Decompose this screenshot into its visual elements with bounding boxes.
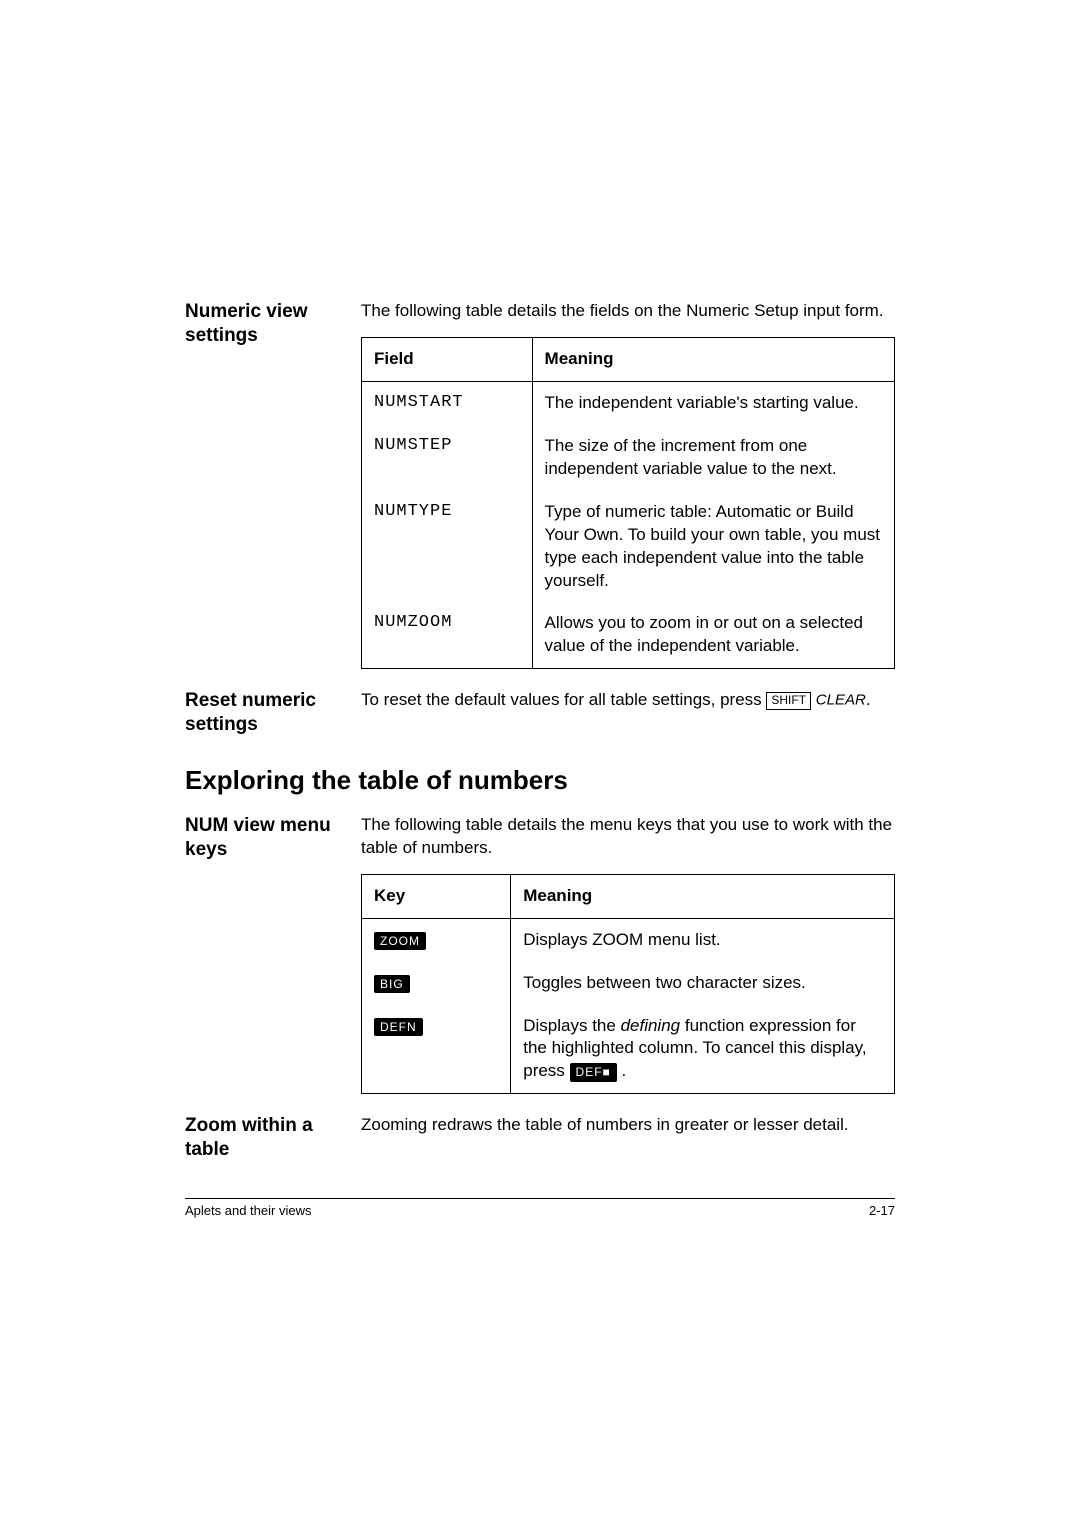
fields-table: Field Meaning NUMSTART The independent v… [361, 337, 895, 669]
zoom-text: Zooming redraws the table of numbers in … [361, 1114, 895, 1137]
defn-key-icon: DEFN [374, 1018, 423, 1036]
table-header-meaning: Meaning [511, 874, 895, 918]
numeric-view-intro: The following table details the fields o… [361, 300, 895, 323]
field-name: NUMTYPE [362, 491, 533, 603]
num-view-intro: The following table details the menu key… [361, 814, 895, 860]
shift-key-icon: SHIFT [766, 692, 811, 710]
numeric-view-heading: Numeric view settings [185, 300, 361, 348]
reset-text: To reset the default values for all tabl… [361, 689, 895, 712]
key-meaning: Toggles between two character sizes. [511, 962, 895, 1005]
field-name: NUMSTEP [362, 425, 533, 491]
field-name: NUMSTART [362, 381, 533, 424]
field-meaning: Allows you to zoom in or out on a select… [532, 602, 894, 668]
table-row: ZOOM Displays ZOOM menu list. [362, 918, 895, 961]
table-header-field: Field [362, 337, 533, 381]
page-footer: Aplets and their views 2-17 [185, 1198, 895, 1218]
field-meaning: The size of the increment from one indep… [532, 425, 894, 491]
key-meaning: Displays the defining function expressio… [511, 1005, 895, 1094]
footer-right: 2-17 [869, 1203, 895, 1218]
key-cell: ZOOM [362, 918, 511, 961]
keys-table: Key Meaning ZOOM Displays ZOOM menu list… [361, 874, 895, 1095]
num-view-heading: NUM view menu keys [185, 814, 361, 862]
table-row: NUMZOOM Allows you to zoom in or out on … [362, 602, 895, 668]
key-meaning: Displays ZOOM menu list. [511, 918, 895, 961]
table-row: NUMSTEP The size of the increment from o… [362, 425, 895, 491]
table-row: NUMSTART The independent variable's star… [362, 381, 895, 424]
table-header-key: Key [362, 874, 511, 918]
zoom-heading: Zoom within a table [185, 1114, 361, 1162]
table-row: NUMTYPE Type of numeric table: Automatic… [362, 491, 895, 603]
def-cancel-key-icon: DEF■ [570, 1063, 617, 1081]
field-name: NUMZOOM [362, 602, 533, 668]
field-meaning: The independent variable's starting valu… [532, 381, 894, 424]
table-row: BIG Toggles between two character sizes. [362, 962, 895, 1005]
key-cell: BIG [362, 962, 511, 1005]
clear-label: CLEAR [816, 692, 866, 709]
table-header-meaning: Meaning [532, 337, 894, 381]
big-key-icon: BIG [374, 975, 410, 993]
zoom-key-icon: ZOOM [374, 932, 426, 950]
footer-left: Aplets and their views [185, 1203, 311, 1218]
reset-heading: Reset numeric settings [185, 689, 361, 737]
exploring-heading: Exploring the table of numbers [185, 765, 895, 796]
field-meaning: Type of numeric table: Automatic or Buil… [532, 491, 894, 603]
table-row: DEFN Displays the defining function expr… [362, 1005, 895, 1094]
key-cell: DEFN [362, 1005, 511, 1094]
